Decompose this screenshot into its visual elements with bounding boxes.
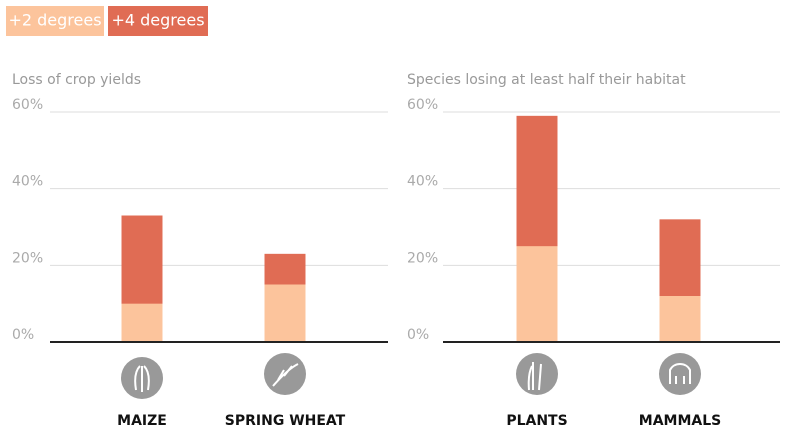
- legend-swatch: [108, 6, 208, 36]
- legend-label: +2 degrees: [8, 11, 101, 30]
- y-tick-label: 40%: [407, 174, 438, 190]
- bar: [516, 246, 558, 342]
- y-tick-label: 20%: [407, 250, 438, 266]
- x-tick-label: MAIZE: [117, 413, 167, 429]
- x-tick-label: PLANTS: [506, 413, 567, 429]
- y-tick-label: 0%: [12, 327, 34, 343]
- bar: [264, 284, 306, 342]
- y-tick-label: 0%: [407, 327, 429, 343]
- x-tick-label: SPRING WHEAT: [225, 413, 346, 429]
- chart-title: Species losing at least half their habit…: [407, 72, 686, 88]
- bar: [121, 303, 163, 342]
- y-tick-label: 20%: [12, 250, 43, 266]
- legend-swatch: [6, 6, 104, 36]
- x-tick-label: MAMMALS: [639, 413, 721, 429]
- legend-label: +4 degrees: [111, 11, 204, 30]
- y-tick-label: 60%: [12, 97, 43, 113]
- bar: [659, 296, 701, 342]
- icons: [121, 353, 701, 399]
- y-tick-label: 60%: [407, 97, 438, 113]
- chart-title: Loss of crop yields: [12, 72, 141, 88]
- y-tick-label: 40%: [12, 174, 43, 190]
